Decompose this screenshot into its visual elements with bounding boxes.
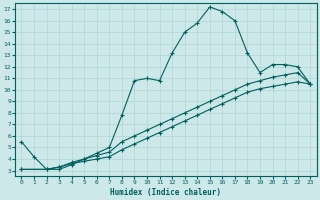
X-axis label: Humidex (Indice chaleur): Humidex (Indice chaleur) [110,188,221,197]
